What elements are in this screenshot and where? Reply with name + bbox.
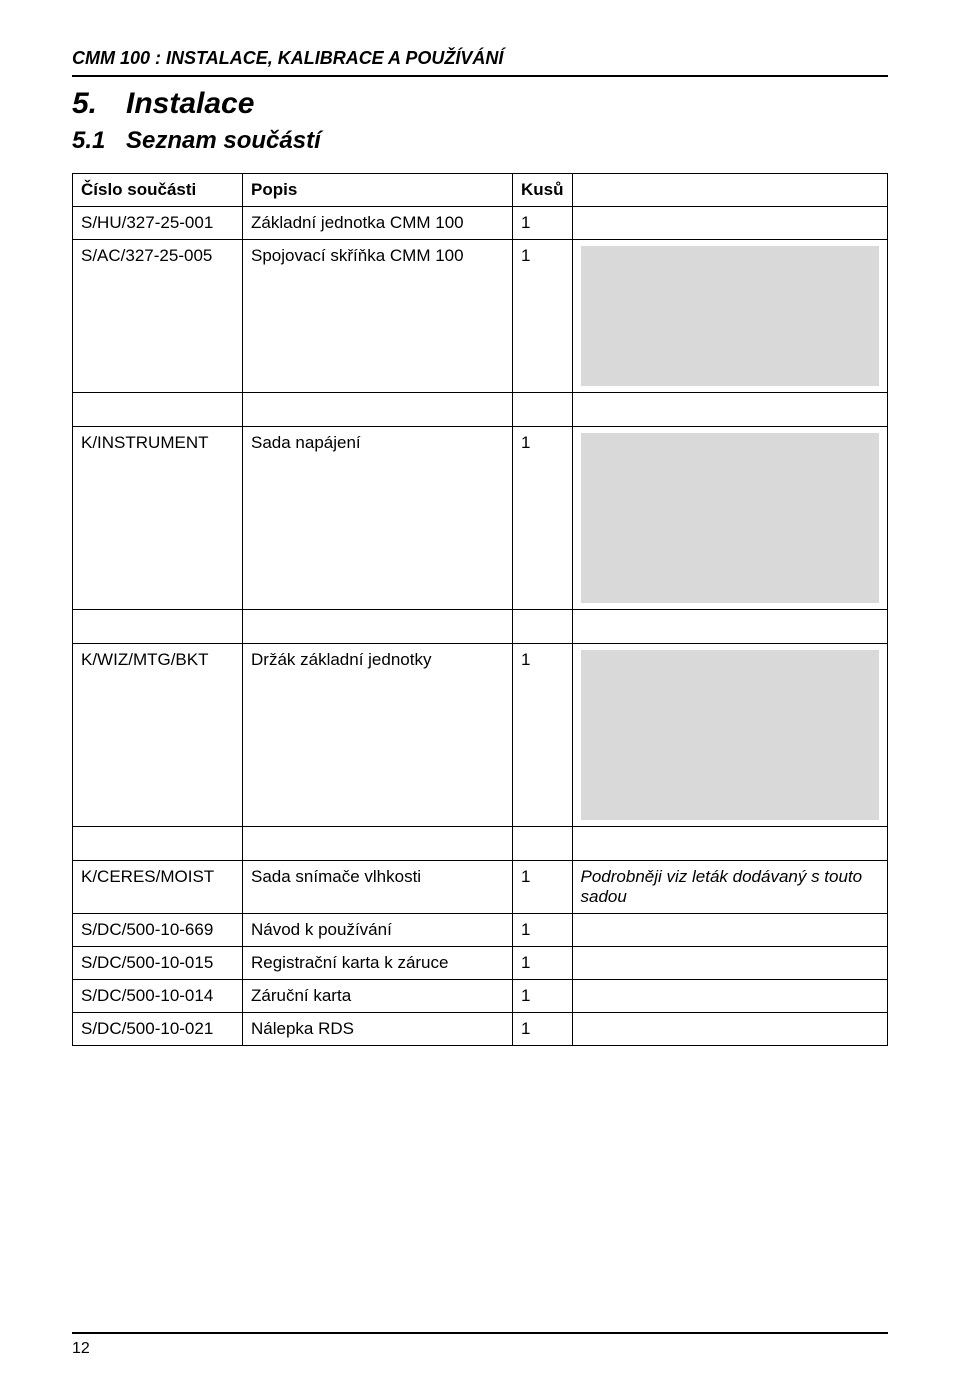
cell-extra — [572, 427, 888, 610]
cell-part: S/DC/500-10-669 — [73, 914, 243, 947]
cell-part: S/DC/500-10-021 — [73, 1013, 243, 1046]
th-qty: Kusů — [513, 174, 573, 207]
cell-extra — [572, 980, 888, 1013]
cell-part: S/AC/327-25-005 — [73, 240, 243, 393]
table-spacer-row — [73, 610, 888, 644]
spacer-cell — [572, 827, 888, 861]
page-header: CMM 100 : INSTALACE, KALIBRACE A POUŽÍVÁ… — [72, 48, 888, 69]
cell-extra — [572, 1013, 888, 1046]
cell-qty: 1 — [513, 644, 573, 827]
page-number: 12 — [72, 1340, 888, 1358]
cell-desc: Sada napájení — [243, 427, 513, 610]
cell-desc: Registrační karta k záruce — [243, 947, 513, 980]
table-spacer-row — [73, 827, 888, 861]
spacer-cell — [243, 827, 513, 861]
table-row: S/HU/327-25-001Základní jednotka CMM 100… — [73, 207, 888, 240]
spacer-cell — [73, 610, 243, 644]
table-row: K/WIZ/MTG/BKTDržák základní jednotky1 — [73, 644, 888, 827]
cell-extra-text: Podrobněji viz leták dodávaný s touto sa… — [581, 867, 863, 906]
spacer-cell — [73, 827, 243, 861]
table-row: S/AC/327-25-005Spojovací skříňka CMM 100… — [73, 240, 888, 393]
section-heading: 5.Instalace — [72, 87, 888, 121]
doc-id: CMM 100 : — [72, 48, 161, 68]
cell-part: K/INSTRUMENT — [73, 427, 243, 610]
cell-qty: 1 — [513, 1013, 573, 1046]
table-row: S/DC/500-10-015Registrační karta k záruc… — [73, 947, 888, 980]
cell-desc: Spojovací skříňka CMM 100 — [243, 240, 513, 393]
table-row: S/DC/500-10-669Návod k používání1 — [73, 914, 888, 947]
table-row: K/INSTRUMENTSada napájení1 — [73, 427, 888, 610]
cell-part: S/HU/327-25-001 — [73, 207, 243, 240]
cell-part: S/DC/500-10-014 — [73, 980, 243, 1013]
parts-table: Číslo součásti Popis Kusů S/HU/327-25-00… — [72, 173, 888, 1046]
table-spacer-row — [73, 393, 888, 427]
subsection-title: Seznam součástí — [126, 127, 321, 154]
spacer-cell — [513, 393, 573, 427]
spacer-cell — [513, 610, 573, 644]
cell-qty: 1 — [513, 861, 573, 914]
table-row: S/DC/500-10-014Záruční karta1 — [73, 980, 888, 1013]
subsection-heading: 5.1Seznam součástí — [72, 127, 888, 155]
table-row: S/DC/500-10-021Nálepka RDS1 — [73, 1013, 888, 1046]
product-image-placeholder — [581, 650, 880, 820]
page: CMM 100 : INSTALACE, KALIBRACE A POUŽÍVÁ… — [0, 0, 960, 1394]
header-rule — [72, 75, 888, 77]
spacer-cell — [243, 610, 513, 644]
section-number: 5. — [72, 87, 126, 121]
spacer-cell — [572, 393, 888, 427]
spacer-cell — [73, 393, 243, 427]
product-image-placeholder — [581, 246, 880, 386]
cell-qty: 1 — [513, 914, 573, 947]
cell-extra — [572, 947, 888, 980]
cell-part: K/CERES/MOIST — [73, 861, 243, 914]
cell-extra — [572, 914, 888, 947]
spacer-cell — [243, 393, 513, 427]
table-row: K/CERES/MOISTSada snímače vlhkosti1Podro… — [73, 861, 888, 914]
cell-qty: 1 — [513, 240, 573, 393]
cell-desc: Sada snímače vlhkosti — [243, 861, 513, 914]
cell-extra — [572, 240, 888, 393]
cell-qty: 1 — [513, 427, 573, 610]
doc-title: INSTALACE, KALIBRACE A POUŽÍVÁNÍ — [166, 48, 503, 68]
section-title: Instalace — [126, 87, 254, 120]
table-header-row: Číslo součásti Popis Kusů — [73, 174, 888, 207]
cell-desc: Držák základní jednotky — [243, 644, 513, 827]
th-part: Číslo součásti — [73, 174, 243, 207]
spacer-cell — [513, 827, 573, 861]
cell-qty: 1 — [513, 947, 573, 980]
cell-qty: 1 — [513, 207, 573, 240]
cell-extra — [572, 644, 888, 827]
cell-part: S/DC/500-10-015 — [73, 947, 243, 980]
page-footer: 12 — [72, 1332, 888, 1358]
footer-rule — [72, 1332, 888, 1334]
th-extra — [572, 174, 888, 207]
cell-desc: Nálepka RDS — [243, 1013, 513, 1046]
cell-part: K/WIZ/MTG/BKT — [73, 644, 243, 827]
cell-desc: Základní jednotka CMM 100 — [243, 207, 513, 240]
spacer-cell — [572, 610, 888, 644]
cell-desc: Návod k používání — [243, 914, 513, 947]
cell-desc: Záruční karta — [243, 980, 513, 1013]
cell-extra: Podrobněji viz leták dodávaný s touto sa… — [572, 861, 888, 914]
th-desc: Popis — [243, 174, 513, 207]
product-image-placeholder — [581, 433, 880, 603]
cell-extra — [572, 207, 888, 240]
cell-qty: 1 — [513, 980, 573, 1013]
subsection-number: 5.1 — [72, 127, 126, 155]
table-body: S/HU/327-25-001Základní jednotka CMM 100… — [73, 207, 888, 1046]
